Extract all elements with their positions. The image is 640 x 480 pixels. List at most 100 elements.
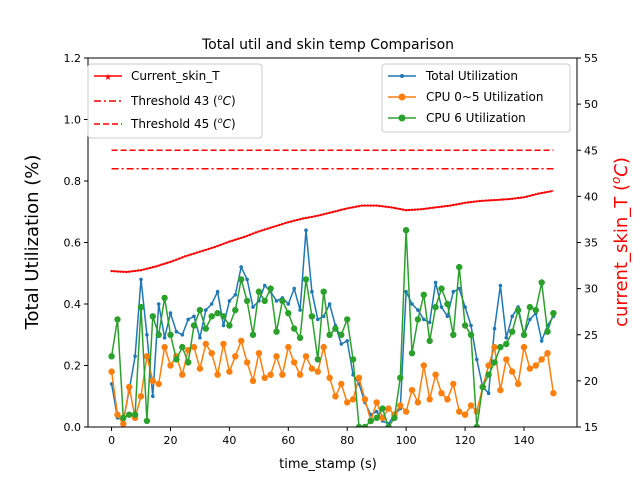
series-point-total <box>475 357 479 362</box>
skin-temp-point <box>222 242 225 245</box>
x-axis-label: time_stamp (s) <box>279 457 377 472</box>
y-right-tick-label: 25 <box>584 329 598 342</box>
skin-temp-point <box>460 202 464 205</box>
series-point-cpu05 <box>137 393 145 400</box>
series-point-cpu05 <box>161 343 168 351</box>
legend-total-marker <box>400 74 404 78</box>
skin-temp-point <box>478 199 481 203</box>
skin-temp-point <box>228 240 231 243</box>
series-point-total <box>304 228 308 232</box>
series-point-cpu05 <box>544 350 551 357</box>
skin-temp-point <box>210 246 213 250</box>
legend-threshold45-main: Threshold 45 ( <box>130 117 218 131</box>
series-point-cpu6 <box>379 405 386 412</box>
y-right-label-unit: o <box>609 177 623 184</box>
skin-temp-point <box>508 197 511 201</box>
series-point-cpu05 <box>426 396 433 403</box>
series-point-cpu6 <box>456 263 463 271</box>
y-left-tick-label: 0.2 <box>64 360 82 373</box>
skin-temp-point <box>131 270 134 273</box>
skin-temp-point <box>242 235 246 239</box>
series-point-total <box>215 289 220 294</box>
series-point-cpu05 <box>202 340 209 348</box>
series-point-cpu05 <box>190 343 198 351</box>
skin-temp-point <box>178 257 181 260</box>
series-point-cpu05 <box>326 374 333 381</box>
skin-temp-point <box>307 216 311 219</box>
skin-temp-point <box>219 243 222 247</box>
skin-temp-point <box>528 194 532 197</box>
skin-temp-point <box>546 190 549 194</box>
skin-temp-point <box>181 256 184 259</box>
legend-threshold43-close: ) <box>231 94 236 108</box>
skin-temp-point <box>166 261 169 264</box>
skin-temp-point <box>363 204 367 207</box>
series-point-total <box>427 320 432 325</box>
legend-right-box <box>381 63 571 133</box>
series-point-cpu05 <box>532 362 539 369</box>
skin-temp-point <box>248 233 252 236</box>
skin-temp-point <box>366 204 369 207</box>
skin-temp-point <box>216 244 219 248</box>
legend-cpu05-label: CPU 0~5 Utilization <box>426 90 543 104</box>
x-tick-label: 40 <box>222 434 236 447</box>
series-point-total <box>310 289 314 294</box>
series-point-total <box>463 305 467 309</box>
series-point-cpu6 <box>391 414 398 421</box>
series-point-cpu05 <box>461 411 469 418</box>
series-point-cpu05 <box>432 371 439 378</box>
x-tick-label: 140 <box>513 434 534 447</box>
legend-left: ★ Current_skin_T Threshold 43 (oC) Thres… <box>87 63 263 139</box>
skin-temp-point <box>272 225 275 228</box>
x-tick-label: 120 <box>455 434 476 447</box>
series-point-total <box>327 302 332 306</box>
series-point-cpu05 <box>291 359 298 366</box>
series-point-cpu6 <box>302 276 310 283</box>
series-point-cpu05 <box>349 396 357 403</box>
series-point-cpu05 <box>526 365 534 372</box>
skin-temp-point <box>275 224 278 228</box>
series-point-cpu6 <box>320 288 327 295</box>
series-point-cpu6 <box>308 313 316 320</box>
skin-temp-point <box>537 192 540 195</box>
skin-temp-point <box>128 270 131 273</box>
series-point-cpu6 <box>491 359 498 366</box>
series-point-cpu05 <box>444 396 451 403</box>
skin-temp-point <box>390 206 393 209</box>
skin-temp-point <box>522 196 526 199</box>
skin-temp-point <box>192 252 196 255</box>
skin-temp-point <box>357 205 361 208</box>
series-point-cpu05 <box>279 371 286 378</box>
series-point-cpu05 <box>296 371 304 378</box>
skin-temp-point <box>139 269 143 272</box>
y-left-tick-label: 0.4 <box>64 298 82 311</box>
skin-temp-point <box>160 263 163 266</box>
skin-temp-point <box>407 208 411 212</box>
series-point-cpu6 <box>461 322 469 329</box>
skin-temp-point <box>516 196 520 200</box>
series-point-total <box>345 339 350 343</box>
skin-temp-point <box>157 264 160 267</box>
series-point-cpu6 <box>355 423 363 427</box>
skin-temp-point <box>502 198 505 201</box>
series-point-cpu05 <box>179 371 186 378</box>
skin-temp-point <box>301 217 305 220</box>
series-point-cpu05 <box>108 368 115 375</box>
series-point-total <box>410 302 414 306</box>
series-point-total <box>174 329 179 334</box>
series-point-cpu6 <box>408 350 416 357</box>
series-point-cpu05 <box>273 353 280 360</box>
y-right-tick-label: 30 <box>584 283 598 296</box>
skin-temp-point <box>163 262 166 265</box>
x-tick-label: 20 <box>163 434 177 447</box>
series-point-cpu05 <box>155 380 162 388</box>
chart-title: Total util and skin temp Comparison <box>201 37 454 53</box>
skin-temp-point <box>449 204 452 207</box>
skin-temp-point <box>484 199 487 202</box>
series-point-cpu6 <box>137 303 145 311</box>
skin-temp-point <box>172 259 175 262</box>
skin-temp-point <box>428 207 431 210</box>
series-point-cpu6 <box>532 306 539 314</box>
skin-temp-point <box>240 236 243 240</box>
skin-temp-point <box>284 221 287 225</box>
